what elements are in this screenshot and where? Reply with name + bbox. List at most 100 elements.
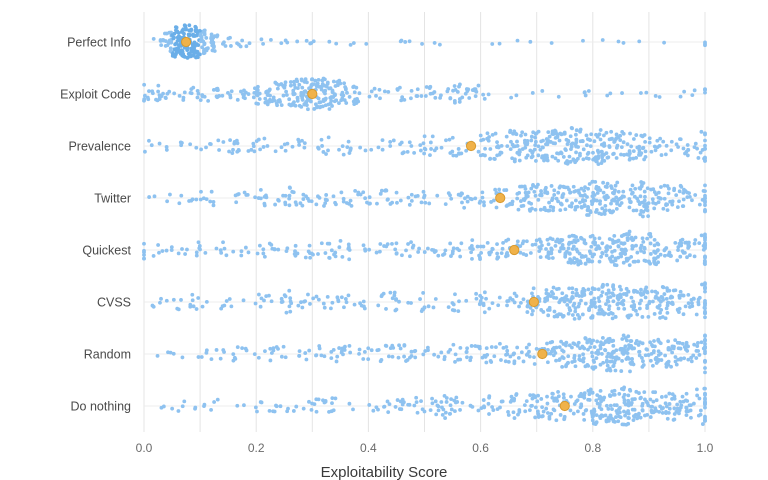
data-point (689, 298, 694, 302)
data-point (506, 359, 511, 364)
data-point (478, 244, 483, 249)
data-point (627, 263, 632, 268)
data-point (161, 404, 166, 409)
data-point (455, 246, 460, 251)
data-point (568, 408, 573, 413)
data-point (626, 398, 631, 403)
data-point (557, 345, 562, 350)
data-point (433, 399, 438, 404)
data-point (621, 41, 626, 45)
data-point (361, 243, 366, 248)
data-point (262, 254, 267, 259)
data-point (698, 150, 703, 155)
data-point (332, 252, 336, 257)
data-point (634, 208, 639, 213)
data-point (604, 419, 609, 424)
data-point (168, 49, 173, 54)
data-point (610, 389, 615, 394)
data-point (610, 339, 614, 344)
data-point (314, 294, 319, 299)
data-point (670, 301, 675, 305)
category-label: Exploit Code (60, 88, 131, 102)
data-point (641, 214, 645, 219)
data-point (390, 296, 395, 301)
data-point (284, 93, 289, 97)
data-point (303, 299, 308, 304)
data-point (621, 292, 626, 296)
data-point (574, 287, 579, 292)
data-point (563, 251, 568, 256)
data-point (616, 39, 621, 44)
data-point (534, 131, 539, 136)
data-point (314, 353, 319, 358)
data-point (568, 190, 572, 195)
data-point (623, 344, 628, 349)
data-point (619, 369, 624, 373)
data-point (391, 138, 396, 143)
data-point (611, 293, 616, 298)
data-point (635, 416, 640, 421)
data-point (622, 349, 627, 353)
data-point (241, 298, 246, 303)
data-point (240, 38, 245, 43)
data-point (692, 254, 697, 259)
data-point (311, 82, 316, 87)
data-point (495, 153, 500, 158)
data-point (430, 396, 434, 401)
data-point (641, 239, 646, 244)
data-point (382, 89, 387, 94)
data-point (552, 295, 556, 300)
data-point (543, 190, 547, 195)
data-point (639, 243, 644, 248)
data-point (200, 94, 205, 99)
data-point (504, 238, 509, 243)
data-point (632, 407, 637, 412)
data-point (211, 200, 216, 204)
data-point (607, 304, 612, 309)
data-point (652, 243, 657, 248)
data-point (586, 347, 590, 352)
data-point (590, 259, 595, 264)
data-point (586, 388, 591, 393)
data-point (533, 193, 538, 198)
data-point (641, 363, 646, 367)
data-point (541, 138, 545, 143)
data-point (579, 186, 584, 191)
data-point (686, 147, 690, 152)
data-point (539, 308, 544, 312)
data-point (549, 250, 554, 255)
data-point (648, 358, 653, 363)
data-point (640, 403, 645, 408)
data-point (316, 252, 320, 256)
data-point (530, 206, 534, 211)
data-point (508, 147, 513, 152)
data-point (615, 143, 620, 148)
data-point (678, 238, 683, 243)
data-point (408, 355, 412, 360)
data-point (431, 305, 436, 310)
data-point (591, 150, 595, 155)
data-point (322, 204, 326, 208)
data-point (592, 193, 597, 197)
data-point (322, 97, 327, 102)
data-point (301, 197, 306, 201)
data-point (573, 306, 578, 311)
data-point (594, 159, 599, 164)
data-point (532, 355, 536, 359)
data-point (287, 185, 292, 190)
data-point (452, 308, 457, 313)
data-point (300, 98, 305, 102)
data-point (322, 89, 326, 94)
data-point (546, 347, 550, 352)
data-point (357, 347, 362, 352)
data-point (564, 340, 569, 345)
data-point (586, 89, 591, 93)
data-point (514, 93, 519, 98)
data-point (319, 353, 324, 358)
data-point (559, 339, 563, 344)
data-point (668, 295, 673, 300)
data-point (559, 132, 564, 137)
data-point (187, 23, 192, 28)
data-point (211, 40, 216, 45)
data-point (165, 199, 170, 204)
